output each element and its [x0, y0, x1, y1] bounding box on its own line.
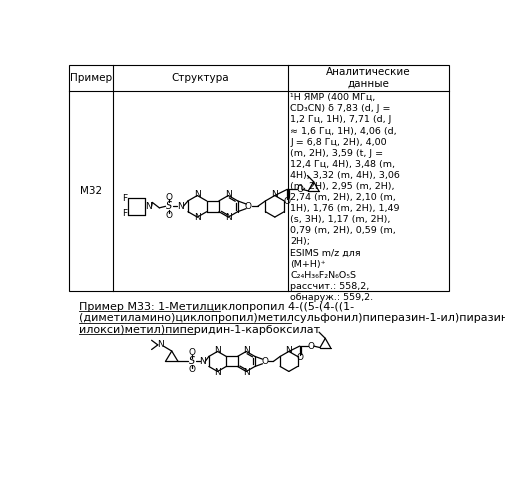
Text: ¹Н ЯМР (400 МГц,
CD₃CN) δ 7,83 (d, J =
1,2 Гц, 1H), 7,71 (d, J
≈ 1,6 Гц, 1H), 4,: ¹Н ЯМР (400 МГц, CD₃CN) δ 7,83 (d, J = 1…: [289, 93, 399, 302]
Text: N: N: [285, 346, 292, 355]
Text: O: O: [295, 185, 302, 194]
Text: S: S: [166, 202, 172, 211]
Text: N: N: [198, 357, 205, 366]
Text: N: N: [214, 368, 221, 376]
Text: М32: М32: [80, 186, 102, 196]
Text: илокси)метил)пиперидин-1-карбоксилат: илокси)метил)пиперидин-1-карбоксилат: [79, 325, 319, 335]
Text: O: O: [295, 353, 302, 362]
Text: N: N: [214, 346, 221, 355]
Text: O: O: [307, 342, 314, 350]
Text: O: O: [188, 366, 195, 374]
Text: O: O: [283, 197, 290, 206]
Text: O: O: [166, 192, 173, 202]
Text: O: O: [261, 357, 268, 366]
Text: Аналитические
данные: Аналитические данные: [326, 66, 410, 89]
Text: N: N: [242, 346, 249, 355]
Text: N: N: [157, 340, 164, 349]
Text: O: O: [188, 348, 195, 358]
Text: N: N: [225, 214, 231, 222]
Text: O: O: [244, 202, 251, 211]
Text: N: N: [242, 368, 249, 376]
Text: N: N: [193, 190, 200, 199]
Text: Пример М33: 1-Метилциклопропил 4-((5-(4-((1-: Пример М33: 1-Метилциклопропил 4-((5-(4-…: [79, 302, 353, 312]
Text: F: F: [122, 210, 127, 218]
Text: N: N: [271, 190, 278, 199]
Text: N: N: [225, 190, 231, 199]
Text: Пример: Пример: [70, 72, 112, 83]
Text: (диметиламино)циклопропил)метилсульфонил)пиперазин-1-ил)пиразин-2-: (диметиламино)циклопропил)метилсульфонил…: [79, 314, 505, 324]
Text: N: N: [145, 202, 152, 211]
Text: F: F: [122, 194, 127, 203]
Text: S: S: [188, 356, 195, 366]
Text: N: N: [193, 214, 200, 222]
Bar: [69, 64, 448, 291]
Text: N: N: [177, 202, 183, 211]
Text: Структура: Структура: [171, 72, 229, 83]
Text: O: O: [166, 211, 173, 220]
